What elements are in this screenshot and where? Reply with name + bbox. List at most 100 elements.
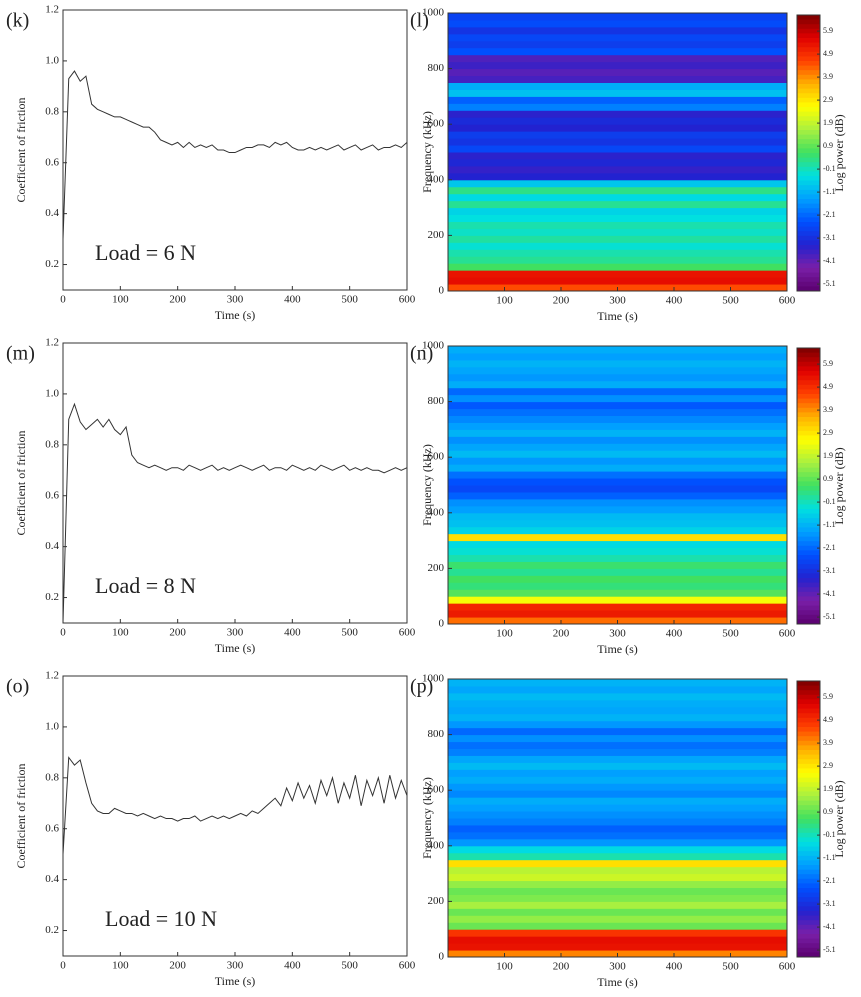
colorbar-segment — [797, 527, 820, 533]
frequency-band — [448, 13, 787, 21]
frequency-band — [448, 533, 787, 542]
frequency-band — [448, 228, 787, 236]
colorbar-segment — [797, 773, 820, 779]
x-tick-label: 300 — [227, 294, 244, 306]
colorbar-segment — [797, 846, 820, 852]
frequency-band — [448, 498, 787, 507]
frequency-band — [448, 748, 787, 756]
colorbar-segment — [797, 842, 820, 848]
panel-label: (l) — [410, 10, 429, 32]
frequency-band — [448, 61, 787, 70]
frequency-band — [448, 790, 787, 798]
frequency-band — [448, 179, 787, 188]
frequency-band — [448, 40, 787, 49]
colorbar-segment — [797, 130, 820, 136]
colorbar-segment — [797, 286, 820, 292]
colorbar-segment — [797, 865, 820, 871]
y-tick-label: 800 — [428, 395, 445, 407]
y-axis-label: Frequency (kHz) — [420, 111, 434, 193]
colorbar-segment — [797, 102, 820, 108]
frequency-band — [448, 82, 787, 90]
frequency-band — [448, 519, 787, 528]
colorbar-segment — [797, 564, 820, 570]
x-tick-label: 100 — [496, 295, 513, 307]
colorbar-segment — [797, 47, 820, 53]
colorbar-segment — [797, 481, 820, 487]
colorbar-segment — [797, 258, 820, 264]
y-tick-label: 800 — [428, 728, 445, 740]
colorbar-segment — [797, 120, 820, 126]
y-tick-label: 200 — [428, 895, 445, 907]
colorbar-segment — [797, 610, 820, 616]
colorbar-segment — [797, 88, 820, 94]
colorbar-segment — [797, 426, 820, 432]
x-axis-label: Time (s) — [215, 641, 256, 655]
x-tick-label: 100 — [112, 960, 129, 972]
colorbar-label: Log power (dB) — [832, 114, 846, 191]
colorbar-segment — [797, 231, 820, 237]
frequency-band — [448, 797, 787, 805]
colorbar-segment — [797, 240, 820, 246]
frequency-band — [448, 713, 787, 722]
friction-line — [62, 70, 408, 240]
colorbar-segment — [797, 139, 820, 145]
x-tick-label: 600 — [779, 628, 796, 640]
y-tick-label: 200 — [428, 229, 445, 241]
colorbar-segment — [797, 731, 820, 737]
y-tick-label: 1000 — [422, 673, 445, 685]
colorbar-tick-label: -0.1 — [823, 830, 836, 839]
colorbar-tick-label: -1.1 — [823, 853, 836, 862]
x-tick-label: 200 — [553, 961, 570, 973]
colorbar-segment — [797, 800, 820, 806]
y-tick-label: 1000 — [422, 7, 445, 19]
colorbar-segment — [797, 417, 820, 423]
colorbar-segment — [797, 874, 820, 880]
colorbar-segment — [797, 495, 820, 501]
panel: Load = 8 N 0 100 200 300 400 500 600 0.2 0.4 0.6 0.… — [6, 337, 416, 655]
frequency-band — [448, 221, 787, 229]
panel: Load = 6 N 0 100 200 300 400 500 600 0.2 0.4 0.6 0.… — [6, 4, 416, 322]
frequency-band — [448, 727, 787, 736]
colorbar-tick-label: 1.9 — [823, 784, 833, 793]
colorbar-segment — [797, 545, 820, 551]
colorbar-tick-label: 3.9 — [823, 738, 833, 747]
frequency-band — [448, 603, 787, 611]
x-tick-label: 100 — [112, 294, 129, 306]
colorbar-segment — [797, 878, 820, 884]
colorbar-segment — [797, 860, 820, 866]
frequency-band — [448, 706, 787, 715]
colorbar-segment — [797, 681, 820, 687]
colorbar-segment — [797, 430, 820, 436]
colorbar-label: Log power (dB) — [832, 780, 846, 857]
colorbar-tick-label: -3.1 — [823, 899, 836, 908]
y-tick-label: 400 — [428, 506, 445, 518]
panel-label: (n) — [410, 343, 433, 365]
colorbar-segment — [797, 194, 820, 200]
annotation: Load = 10 N — [105, 906, 217, 931]
frequency-band — [448, 915, 787, 923]
frequency-band — [448, 457, 787, 465]
colorbar-segment — [797, 51, 820, 57]
y-tick-label: 0.6 — [45, 822, 59, 834]
frequency-band — [448, 575, 787, 583]
x-tick-label: 400 — [284, 960, 301, 972]
panel-label: (p) — [410, 676, 433, 698]
frequency-band — [448, 929, 787, 937]
frequency-band — [448, 685, 787, 694]
y-tick-label: 1000 — [422, 340, 445, 352]
colorbar-segment — [797, 111, 820, 117]
colorbar-segment — [797, 851, 820, 857]
y-tick-label: 0.2 — [45, 591, 59, 603]
colorbar-segment — [797, 125, 820, 131]
colorbar-segment — [797, 605, 820, 611]
colorbar-segment — [797, 713, 820, 719]
x-tick-label: 400 — [666, 295, 683, 307]
colorbar-segment — [797, 28, 820, 34]
colorbar-segment — [797, 717, 820, 723]
frequency-band — [448, 443, 787, 451]
colorbar-segment — [797, 559, 820, 565]
colorbar-segment — [797, 449, 820, 455]
y-tick-label: 0.2 — [45, 924, 59, 936]
colorbar-segment — [797, 513, 820, 519]
frequency-band — [448, 540, 787, 549]
